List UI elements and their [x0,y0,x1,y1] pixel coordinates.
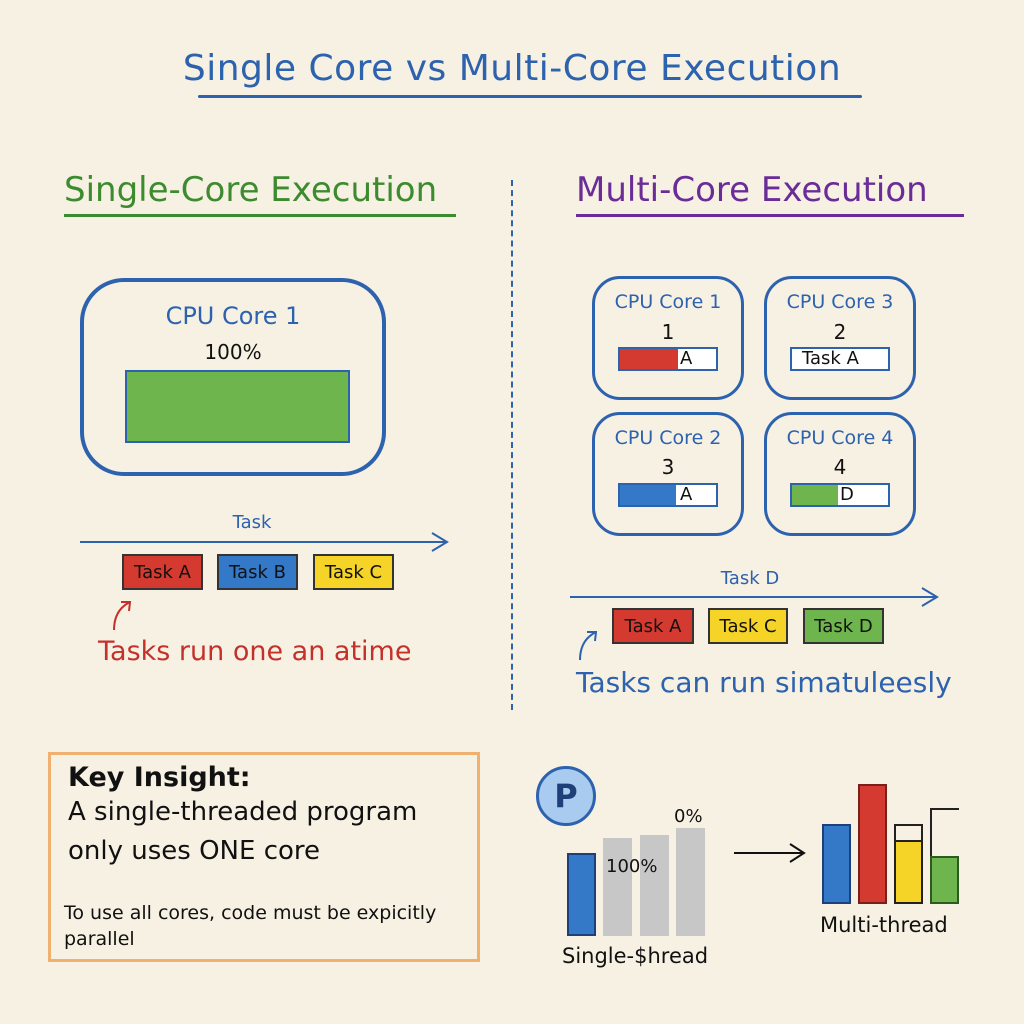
multi-thread-bar-red [858,784,887,904]
multi-core-1-title: CPU Core 1 [614,291,722,313]
multi-core-3-bar-text: Task A [802,348,859,369]
multi-core-3-bar: Task A [790,347,890,371]
multi-core-4-bar-text: D [840,484,854,505]
multi-core-4-number: 4 [833,455,847,479]
multi-thread-bar-green [930,856,959,904]
multi-core-1-number: 1 [661,320,675,344]
title-underline [198,95,862,98]
single-thread-100-label: 100% [606,856,658,877]
single-cpu-core-usage: 100% [204,340,262,364]
parallel-badge-icon: P [536,766,596,826]
multi-task-c: Task C [708,608,788,644]
single-core-note: Tasks run one an atime [98,636,412,667]
single-thread-bar-3 [640,835,669,936]
multi-core-heading: Multi-Core Execution [576,170,928,210]
multi-task-d: Task D [803,608,884,644]
multi-timeline-arrow [570,587,939,607]
multi-thread-bar-yellow-fill [896,840,921,902]
single-timeline-arrow [80,532,449,552]
multi-cpu-core-3 [764,276,916,400]
key-insight-note-line-1: To use all cores, code must be expicitly [64,902,437,924]
single-thread-caption: Single-$hread [562,944,709,968]
single-cpu-core-title: CPU Core 1 [165,302,301,330]
multi-task-a: Task A [612,608,694,644]
multi-core-1-bar: A [618,347,718,371]
single-note-pointer-icon [113,601,132,631]
multi-thread-bar-yellow [894,824,923,904]
multi-core-2-bar-fill [620,485,676,505]
multi-core-4-title: CPU Core 4 [786,427,894,449]
multi-core-2-title: CPU Core 2 [614,427,722,449]
multi-core-2-number: 3 [661,455,675,479]
single-thread-bar-2 [603,838,632,936]
single-thread-0-label: 0% [674,806,703,827]
single-thread-bar-1 [567,853,596,936]
multi-core-heading-underline [576,214,964,217]
multi-core-4-bar-fill [792,485,838,505]
multi-core-note: Tasks can run simatuleesly [576,666,952,699]
section-divider [511,180,513,710]
multi-core-2-bar-text: A [680,484,693,505]
single-task-c: Task C [313,554,394,590]
multi-core-3-title: CPU Core 3 [786,291,894,313]
key-insight-note-line-2: parallel [64,928,135,950]
multi-thread-caption: Multi-thread [820,913,948,937]
single-cpu-usage-bar [125,370,350,443]
multi-core-1-bar-text: A [680,348,693,369]
multi-cpu-core-2 [592,412,744,536]
page-title: Single Core vs Multi-Core Execution [182,48,842,89]
key-insight-line-2: only uses ONE core [68,836,321,866]
single-task-b: Task B [217,554,298,590]
key-insight-box [48,752,480,962]
single-cpu-core [80,278,386,476]
multi-core-1-bar-fill [620,349,678,369]
multi-timeline-label: Task D [720,568,780,589]
key-insight-heading: Key Insight: [68,762,251,793]
key-insight-line-1: A single-threaded program [68,797,418,827]
multi-core-4-bar: D [790,483,890,507]
multi-core-2-bar: A [618,483,718,507]
single-timeline-label: Task [232,512,272,533]
multi-thread-bar-blue [822,824,851,904]
multi-core-3-number: 2 [833,320,847,344]
single-core-heading-underline [64,214,456,217]
single-thread-bar-4 [676,828,705,936]
transition-arrow-icon [734,843,806,863]
multi-note-pointer-icon [579,631,598,661]
multi-cpu-core-4 [764,412,916,536]
single-core-heading: Single-Core Execution [64,170,438,210]
single-task-a: Task A [122,554,203,590]
multi-cpu-core-1 [592,276,744,400]
